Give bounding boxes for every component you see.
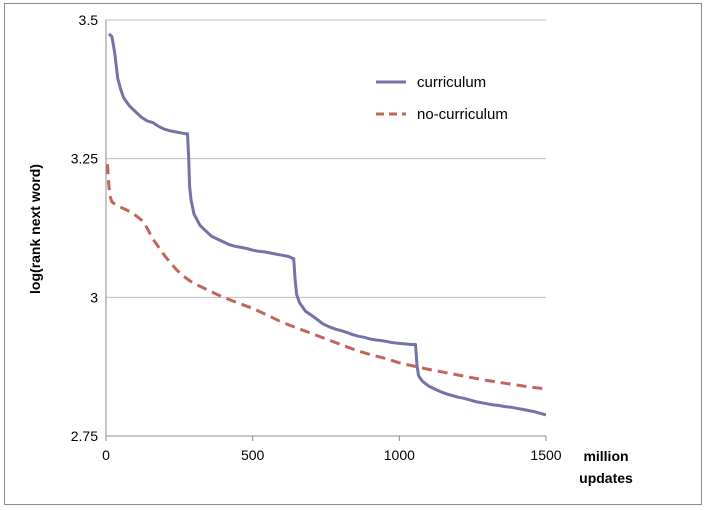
legend-label-curriculum: curriculum — [417, 74, 486, 91]
axes — [105, 20, 547, 441]
y-tick-label: 3.5 — [79, 12, 99, 28]
legend: curriculum no-curriculum — [376, 74, 508, 123]
y-tick-labels: 2.75 3 3.25 3.5 — [71, 12, 98, 444]
x-axis-label-line-2: updates — [579, 470, 633, 486]
x-tick-labels: 0 500 1000 1500 — [102, 447, 562, 463]
y-axis-label: log(rank next word) — [27, 164, 43, 294]
x-axis-label-line-1: million — [583, 448, 628, 464]
series-line-no-curriculum — [106, 164, 547, 391]
y-tick-label: 3.25 — [71, 151, 98, 167]
y-tick-label: 3 — [90, 289, 98, 305]
x-tick-label: 500 — [241, 447, 265, 463]
x-tick-label: 1000 — [384, 447, 415, 463]
series-layer — [106, 32, 547, 417]
series-line-curriculum — [107, 32, 547, 417]
gridlines — [106, 19, 546, 298]
x-tick-label: 0 — [102, 447, 110, 463]
x-tick-label: 1500 — [530, 447, 561, 463]
y-tick-label: 2.75 — [71, 428, 98, 444]
legend-label-no-curriculum: no-curriculum — [417, 106, 508, 123]
